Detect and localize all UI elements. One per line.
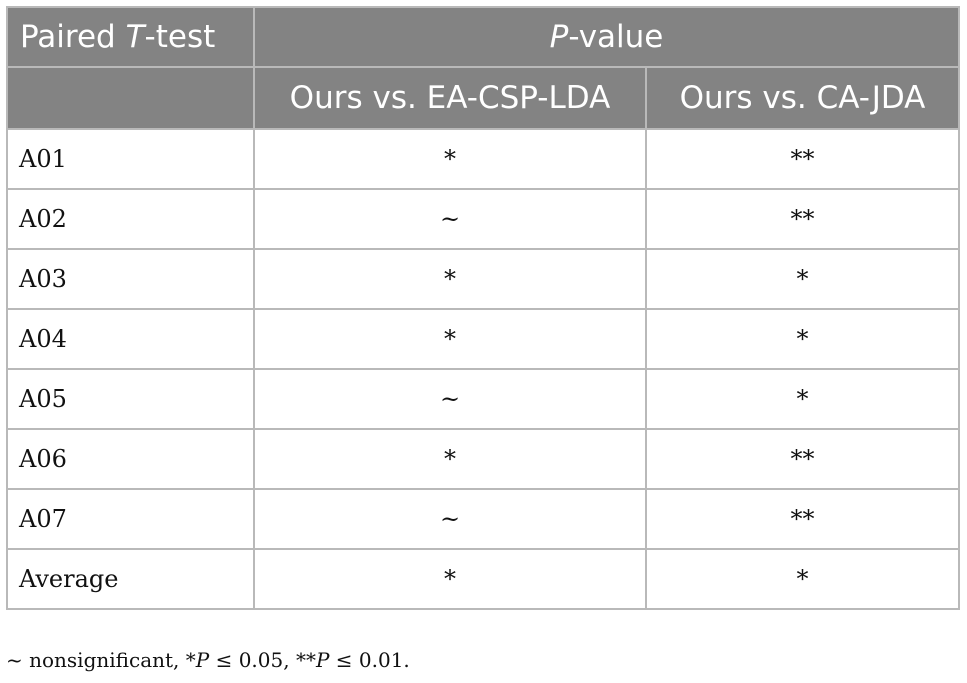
cell-ca-jda: ** [644, 488, 961, 550]
table-row: Average * * [6, 548, 961, 610]
header-paired-t-test: Paired T-test [6, 6, 255, 68]
cell-ea-csp-lda: * [253, 248, 647, 310]
row-label: A01 [6, 128, 255, 190]
cell-ea-csp-lda: ~ [253, 488, 647, 550]
cell-ea-csp-lda: ~ [253, 188, 647, 250]
paired-t-test-table: Paired T-test P-value Ours vs. EA-CSP-LD… [6, 6, 961, 610]
row-label: A07 [6, 488, 255, 550]
cell-ea-csp-lda: * [253, 548, 647, 610]
results-table-container: Paired T-test P-value Ours vs. EA-CSP-LD… [6, 6, 961, 610]
table-row: A05 ~ * [6, 368, 961, 430]
header-ours-vs-ca-jda: Ours vs. CA-JDA [644, 66, 961, 130]
header-p-value: P-value [252, 6, 961, 68]
row-label: Average [6, 548, 255, 610]
row-label: A06 [6, 428, 255, 490]
cell-ea-csp-lda: * [253, 428, 647, 490]
cell-ca-jda: * [644, 308, 961, 370]
cell-ca-jda: * [644, 548, 961, 610]
row-label: A02 [6, 188, 255, 250]
table-footnote: ~ nonsignificant, *P ≤ 0.05, **P ≤ 0.01. [6, 648, 410, 672]
header-ours-vs-ea-csp-lda: Ours vs. EA-CSP-LDA [253, 66, 647, 130]
table-row: A06 * ** [6, 428, 961, 490]
row-label: A05 [6, 368, 255, 430]
table-body: A01 * ** A02 ~ ** A03 * * A04 * * A05 ~ [6, 128, 961, 610]
row-label: A03 [6, 248, 255, 310]
table-row: A03 * * [6, 248, 961, 310]
header-row-columns: Ours vs. EA-CSP-LDA Ours vs. CA-JDA [6, 66, 961, 130]
table-row: A01 * ** [6, 128, 961, 190]
cell-ca-jda: ** [644, 128, 961, 190]
cell-ca-jda: * [644, 368, 961, 430]
cell-ca-jda: * [644, 248, 961, 310]
table-row: A04 * * [6, 308, 961, 370]
cell-ca-jda: ** [644, 188, 961, 250]
cell-ea-csp-lda: * [253, 308, 647, 370]
table-row: A07 ~ ** [6, 488, 961, 550]
cell-ca-jda: ** [644, 428, 961, 490]
table-row: A02 ~ ** [6, 188, 961, 250]
cell-ea-csp-lda: ~ [253, 368, 647, 430]
header-row-top: Paired T-test P-value [6, 6, 961, 68]
row-label: A04 [6, 308, 255, 370]
cell-ea-csp-lda: * [253, 128, 647, 190]
table-header: Paired T-test P-value Ours vs. EA-CSP-LD… [6, 6, 961, 130]
header-empty-cell [6, 66, 255, 130]
